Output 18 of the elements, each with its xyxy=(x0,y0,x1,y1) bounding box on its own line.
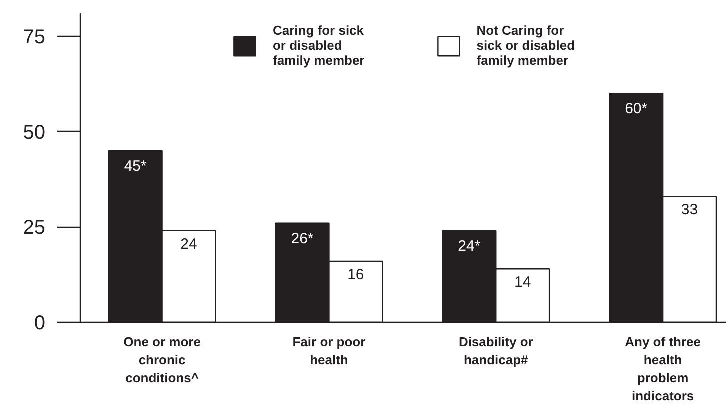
data-label: 16 xyxy=(348,266,364,284)
x-tick-label: One or more chronic conditions^ xyxy=(124,334,201,386)
data-label: 33 xyxy=(681,202,698,219)
y-tick-label: 75 xyxy=(23,26,46,48)
legend-label: Not Caring for sick or disabled family member xyxy=(476,23,576,68)
data-label: 26* xyxy=(291,230,314,248)
x-tick-label: Disability or handicap# xyxy=(458,334,534,368)
x-tick-label: Fair or poor health xyxy=(292,334,366,368)
data-label: 45* xyxy=(124,158,148,175)
data-label: 60* xyxy=(625,100,648,118)
legend-label: Caring for sick or disabled family member xyxy=(272,23,365,68)
data-label: 24 xyxy=(180,236,198,253)
y-tick-label: 50 xyxy=(23,122,46,144)
x-tick-label: Any of three health problem indicators xyxy=(625,334,701,404)
y-tick-label: 0 xyxy=(34,312,46,334)
data-label: 24* xyxy=(458,238,481,255)
y-tick-label: 25 xyxy=(23,217,46,240)
data-label: 14 xyxy=(514,274,532,292)
